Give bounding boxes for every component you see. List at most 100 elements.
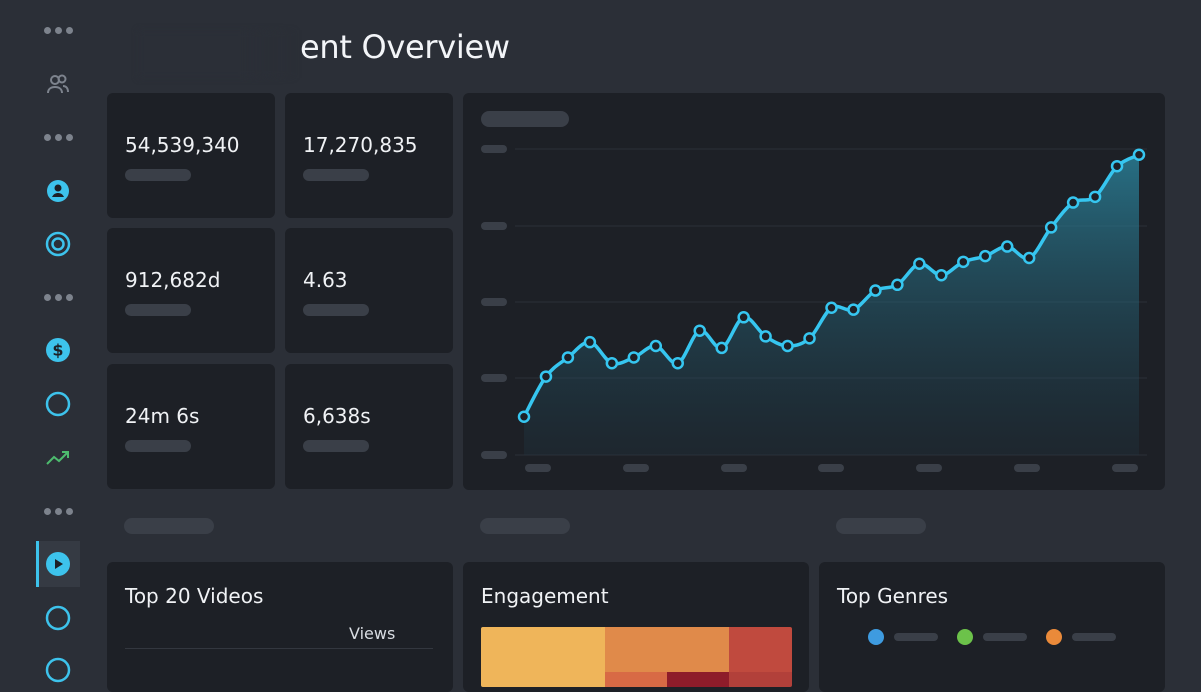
trend-chart-card[interactable]	[463, 93, 1165, 490]
chart-title-placeholder	[481, 111, 569, 127]
stat-card[interactable]: 17,270,835	[285, 93, 453, 218]
data-point[interactable]	[935, 268, 948, 282]
heatmap-cell[interactable]	[605, 672, 729, 687]
circle-icon[interactable]	[33, 598, 83, 638]
data-point[interactable]	[605, 356, 619, 370]
stat-card[interactable]: 912,682d	[107, 228, 275, 353]
data-point[interactable]	[825, 301, 838, 314]
legend-label-placeholder	[894, 633, 938, 641]
page-title: ent Overview	[300, 28, 510, 66]
data-point[interactable]	[561, 351, 575, 364]
engagement-heatmap[interactable]	[481, 627, 792, 687]
x-tick-placeholder	[525, 464, 551, 472]
stat-label-placeholder	[303, 440, 369, 452]
data-point[interactable]	[1110, 159, 1124, 173]
title-blur	[138, 30, 298, 78]
legend-label-placeholder	[983, 633, 1027, 641]
top-videos-panel[interactable]: Top 20 Videos Views	[107, 562, 453, 692]
heatmap-cell[interactable]	[481, 672, 605, 687]
data-point[interactable]	[1022, 251, 1036, 265]
x-tick-placeholder	[721, 464, 747, 472]
heatmap-cell[interactable]	[729, 627, 792, 672]
data-point[interactable]	[583, 335, 597, 349]
panel-title: Engagement	[481, 584, 609, 608]
legend-dot	[868, 629, 884, 645]
y-tick-placeholder	[481, 145, 507, 153]
panel-title: Top Genres	[837, 584, 949, 608]
heatmap-cell[interactable]	[481, 627, 605, 672]
stat-card[interactable]: 24m 6s	[107, 364, 275, 489]
stat-label-placeholder	[125, 304, 191, 316]
stat-label-placeholder	[125, 440, 191, 452]
x-tick-placeholder	[818, 464, 844, 472]
divider	[125, 648, 433, 649]
data-point[interactable]	[1088, 190, 1102, 204]
stat-label-placeholder	[303, 304, 369, 316]
section-label-placeholder	[480, 518, 570, 534]
data-point[interactable]	[847, 303, 860, 316]
heatmap-cell[interactable]	[605, 627, 729, 672]
stat-label-placeholder	[125, 169, 191, 181]
section-label-placeholder	[836, 518, 926, 534]
stat-value: 912,682d	[125, 268, 221, 292]
engagement-panel[interactable]: Engagement	[463, 562, 809, 692]
data-point[interactable]	[1000, 240, 1014, 253]
target-icon[interactable]	[33, 224, 83, 264]
trend-chart[interactable]	[463, 93, 1165, 490]
data-point[interactable]	[869, 284, 882, 297]
data-point[interactable]	[913, 257, 926, 270]
more-dots-icon[interactable]	[33, 10, 83, 50]
data-point[interactable]	[693, 324, 706, 337]
stat-value: 6,638s	[303, 404, 371, 428]
y-tick-placeholder	[481, 374, 507, 382]
data-point[interactable]	[781, 339, 794, 353]
stat-card[interactable]: 4.63	[285, 228, 453, 353]
user-circle-icon[interactable]	[33, 171, 83, 211]
stat-value: 4.63	[303, 268, 348, 292]
users-icon[interactable]	[33, 64, 83, 104]
top-genres-panel[interactable]: Top Genres	[819, 562, 1165, 692]
section-label-placeholder	[124, 518, 214, 534]
data-point[interactable]	[737, 311, 750, 324]
x-tick-placeholder	[1112, 464, 1138, 472]
data-point[interactable]	[671, 356, 684, 370]
more-dots-icon[interactable]	[33, 491, 83, 531]
x-tick-placeholder	[623, 464, 649, 472]
views-column-header[interactable]: Views	[349, 624, 396, 643]
panel-title: Top 20 Videos	[125, 584, 264, 608]
circle-icon[interactable]	[33, 384, 83, 424]
data-point[interactable]	[715, 341, 728, 355]
y-tick-placeholder	[481, 222, 507, 230]
stat-card[interactable]: 54,539,340	[107, 93, 275, 218]
data-point[interactable]	[979, 249, 992, 263]
data-point[interactable]	[803, 332, 816, 345]
stat-label-placeholder	[303, 169, 369, 181]
more-dots-icon[interactable]	[33, 277, 83, 317]
chart-area	[524, 154, 1139, 456]
data-point[interactable]	[1066, 196, 1080, 209]
heatmap-cell[interactable]	[729, 672, 792, 687]
data-point[interactable]	[539, 370, 553, 383]
stat-value: 17,270,835	[303, 133, 418, 157]
data-point[interactable]	[891, 278, 904, 292]
data-point[interactable]	[759, 330, 772, 343]
stat-value: 54,539,340	[125, 133, 240, 157]
data-point[interactable]	[517, 410, 531, 423]
data-point[interactable]	[1132, 148, 1146, 161]
active-nav-indicator	[36, 541, 80, 587]
dollar-icon[interactable]: $	[33, 330, 83, 370]
sidebar: $	[0, 0, 100, 683]
trend-up-icon[interactable]	[33, 438, 83, 478]
stat-value: 24m 6s	[125, 404, 200, 428]
x-tick-placeholder	[1014, 464, 1040, 472]
svg-text:$: $	[52, 341, 63, 360]
stat-card[interactable]: 6,638s	[285, 364, 453, 489]
legend-label-placeholder	[1072, 633, 1116, 641]
play-icon[interactable]	[33, 544, 83, 584]
more-dots-icon[interactable]	[33, 117, 83, 157]
data-point[interactable]	[1044, 221, 1058, 234]
data-point[interactable]	[957, 255, 970, 269]
data-point[interactable]	[649, 339, 663, 353]
data-point[interactable]	[627, 351, 641, 364]
circle-icon[interactable]	[33, 650, 83, 690]
